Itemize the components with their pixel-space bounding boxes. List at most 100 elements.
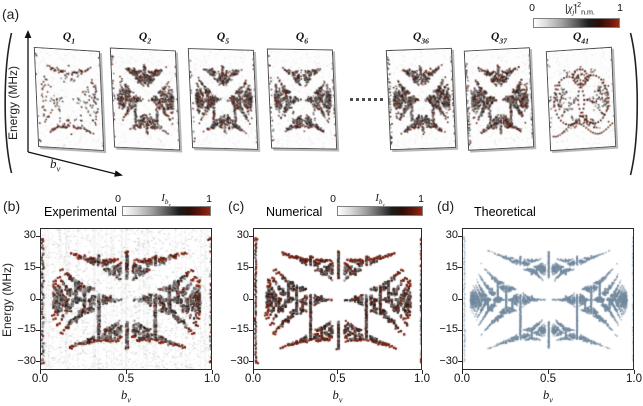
x-axis-label: bν [120, 388, 132, 405]
qubit-spectrum-canvas [110, 48, 180, 150]
y-tick-mark [36, 329, 40, 331]
qubit-label: Q6 [295, 31, 309, 46]
colorbar-c-gradient [337, 206, 423, 216]
x-tick-label: 1.0 [626, 373, 642, 385]
qubit-panel [266, 48, 338, 150]
y-tick-mark [249, 329, 253, 331]
x-tick-mark [211, 370, 213, 374]
colorbar-c-max: 1 [418, 193, 424, 205]
panel-c-title: Numerical [266, 205, 323, 219]
qubit-spectrum-canvas [267, 49, 337, 149]
panel-b-label: (b) [3, 198, 21, 214]
colorbar-a-gradient [533, 18, 620, 28]
qubit-spectrum-canvas [34, 48, 104, 150]
colorbar-b-min: 0 [115, 193, 121, 205]
y-tick-mark [249, 235, 253, 237]
x-tick-label: 0.5 [329, 373, 346, 385]
y-tick-label: 15 [236, 260, 249, 273]
y-tick-mark [249, 298, 253, 300]
qubit-spectrum-canvas [188, 49, 258, 149]
y-tick-label: 30 [236, 229, 249, 242]
x-tick-mark [461, 370, 463, 374]
left-bracket [4, 32, 13, 174]
y-tick-label: 0 [451, 292, 458, 304]
qubit-label: Q2 [138, 31, 152, 46]
x-tick-mark [252, 370, 254, 374]
panel-a-axis-arrows [24, 30, 123, 177]
y-tick-mark [249, 267, 253, 269]
qubit-panel [187, 48, 259, 150]
x-tick-label: 0.0 [454, 373, 470, 385]
x-tick-label: 1.0 [204, 373, 220, 385]
qubit-label: Q1 [62, 31, 76, 46]
y-tick-mark [458, 267, 462, 269]
qubit-panel [545, 46, 617, 152]
qubit-spectrum-canvas [546, 47, 616, 151]
qubit-panel [109, 47, 181, 151]
panel-b-title: Experimental [44, 205, 117, 219]
plot-experimental [40, 228, 212, 370]
qubit-label: Q41 [572, 31, 590, 46]
colorbar-b-max: 1 [206, 193, 212, 205]
y-tick-mark [458, 298, 462, 300]
x-tick-mark [633, 370, 635, 374]
numerical-heatmap-canvas [254, 229, 421, 369]
right-bracket [629, 32, 639, 176]
y-tick-label: −30 [439, 354, 458, 367]
plot-theoretical [462, 228, 634, 370]
y-tick-mark [249, 361, 253, 363]
y-tick-label: 15 [445, 260, 458, 273]
y-tick-mark [36, 267, 40, 269]
qubit-label: Q37 [490, 31, 508, 46]
x-tick-mark [337, 370, 338, 374]
x-tick-mark [125, 370, 127, 374]
x-tick-mark [39, 370, 41, 374]
ellipsis-dots [350, 98, 384, 102]
theoretical-scatter-canvas [463, 229, 633, 369]
panel-d-title: Theoretical [474, 205, 536, 219]
y-tick-mark [36, 298, 40, 300]
y-tick-mark [36, 361, 40, 363]
y-tick-mark [36, 235, 40, 237]
panel-c-label: (c) [228, 198, 245, 214]
x-tick-label: 1.0 [414, 373, 430, 385]
y-tick-mark [458, 235, 462, 237]
qubit-spectrum-canvas [386, 48, 456, 150]
x-axis-label: bν [332, 388, 343, 405]
panel-a-x-axis-label: bν [50, 156, 61, 174]
y-tick-mark [458, 361, 462, 363]
qubit-label: Q5 [216, 31, 230, 46]
colorbar-a-max: 1 [617, 2, 623, 14]
x-tick-mark [421, 370, 423, 374]
qubit-panel [33, 46, 105, 152]
colorbar-a-min: 0 [529, 2, 535, 14]
qubit-panel [463, 47, 535, 151]
x-tick-label: 0.5 [118, 373, 134, 385]
y-tick-label: −15 [230, 323, 249, 336]
x-tick-label: 0.0 [245, 373, 261, 385]
qubit-label: Q36 [412, 31, 430, 46]
plot-numerical [253, 228, 422, 370]
x-tick-mark [547, 370, 549, 374]
y-tick-label: 30 [445, 229, 458, 242]
y-tick-label: 0 [29, 292, 36, 304]
y-tick-label: 15 [23, 260, 36, 273]
qubit-spectrum-canvas [464, 48, 534, 150]
y-tick-label: 30 [23, 229, 36, 242]
panel-a-label: (a) [2, 6, 20, 22]
y-tick-label: −15 [439, 323, 458, 336]
colorbar-a-label: |χ̃j|2n.m. [565, 1, 595, 17]
colorbar-b-gradient [122, 206, 211, 216]
y-tick-label: 0 [242, 292, 249, 304]
x-axis-label: bν [542, 388, 554, 405]
qubit-panel [385, 47, 457, 151]
y-tick-mark [458, 329, 462, 331]
y-tick-label: −30 [17, 354, 36, 367]
experimental-heatmap-canvas [41, 229, 211, 369]
y-tick-label: −15 [17, 323, 36, 336]
panel-d-label: (d) [437, 198, 455, 214]
y-tick-label: −30 [230, 354, 249, 367]
colorbar-c-min: 0 [330, 193, 336, 205]
x-tick-label: 0.0 [32, 373, 48, 385]
